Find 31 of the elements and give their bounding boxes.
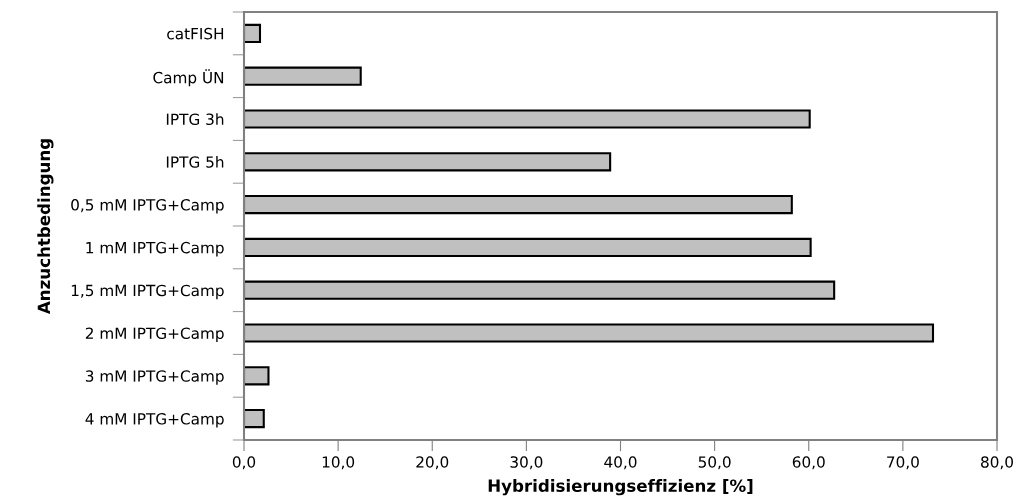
y-tick-label: Camp ÜN	[153, 69, 224, 87]
y-tick-label: 3 mM IPTG+Camp	[85, 370, 224, 385]
x-tick-label: 80,0	[981, 456, 1013, 470]
y-tick-label: 2 mM IPTG+Camp	[85, 327, 224, 342]
x-tick-label: 30,0	[510, 456, 543, 470]
y-tick-label: 0,5 mM IPTG+Camp	[71, 199, 224, 214]
y-tick-label: IPTG 3h	[166, 113, 224, 126]
bar	[244, 409, 265, 429]
x-tick-label: 50,0	[698, 456, 731, 470]
bar	[244, 66, 362, 86]
bar	[244, 366, 270, 386]
bar	[244, 195, 793, 215]
x-tick-label: 70,0	[887, 456, 919, 470]
y-tick-label: 1 mM IPTG+Camp	[86, 241, 224, 257]
y-tick-label: 4 mM IPTG+Camp	[85, 413, 224, 428]
x-tick-label: 0,0	[232, 456, 256, 470]
y-tick-label: 1,5 mM IPTG+Camp	[71, 284, 224, 300]
x-tick-label: 40,0	[604, 456, 637, 470]
x-tick-label: 60,0	[792, 456, 825, 470]
bar	[244, 152, 612, 172]
bar	[244, 237, 812, 257]
bar	[244, 109, 811, 129]
x-axis-title: Hybridisierungseffizienz [%]	[488, 479, 753, 496]
y-tick-label: catFISH	[167, 27, 224, 40]
y-axis-title: Anzuchtbedingung	[37, 139, 54, 315]
bar	[244, 323, 935, 343]
x-tick-label: 10,0	[322, 456, 355, 470]
x-tick-label: 20,0	[416, 456, 449, 470]
bar	[244, 280, 836, 300]
y-tick-label: IPTG 5h	[166, 156, 224, 168]
bar	[244, 23, 262, 43]
